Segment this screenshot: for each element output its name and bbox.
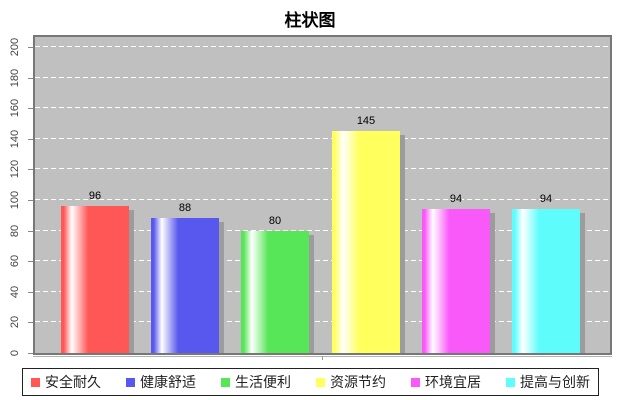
legend-item-提高与创新: 提高与创新 — [506, 372, 590, 392]
legend-item-环境宜居: 环境宜居 — [411, 372, 481, 392]
chart-title: 柱状图 — [284, 11, 336, 30]
gridline-160 — [35, 107, 610, 109]
y-tick-mark-40 — [28, 291, 33, 293]
legend-item-安全耐久: 安全耐久 — [31, 372, 101, 392]
legend: 安全耐久 健康舒适 生活便利 资源节约 环境宜居 提高与创新 — [22, 368, 599, 396]
legend-swatch-icon — [506, 377, 515, 387]
gridline-140 — [35, 137, 610, 139]
bar-资源节约 — [332, 131, 400, 353]
y-tick-mark-100 — [28, 200, 33, 201]
y-tick-mark-60 — [28, 261, 33, 263]
gridline-100 — [35, 199, 610, 200]
y-tick-label-120: 120 — [9, 160, 21, 179]
bar-value-label: 94 — [449, 193, 463, 205]
plot-area: 96 88 80 145 94 94 — [33, 35, 612, 355]
gridline-20 — [35, 321, 610, 323]
legend-label: 环境宜居 — [425, 374, 481, 390]
y-tick-label-0: 0 — [9, 349, 21, 357]
y-tick-mark-80 — [28, 230, 33, 232]
y-tick-mark-200 — [28, 47, 33, 48]
y-tick-mark-160 — [28, 108, 33, 110]
legend-swatch-icon — [221, 377, 230, 387]
y-tick-label-60: 60 — [9, 255, 21, 268]
legend-swatch-icon — [126, 377, 135, 387]
y-tick-label-180: 180 — [9, 68, 21, 87]
gridline-80 — [35, 229, 610, 231]
legend-swatch-icon — [316, 377, 325, 387]
gridline-40 — [35, 290, 610, 292]
bar-value-label: 145 — [356, 115, 376, 127]
y-tick-mark-120 — [28, 169, 33, 171]
legend-item-生活便利: 生活便利 — [221, 372, 291, 392]
legend-swatch-icon — [411, 377, 420, 387]
gridline-60 — [35, 260, 610, 262]
y-tick-mark-140 — [28, 138, 33, 140]
bar-value-label: 88 — [178, 202, 192, 214]
gridline-200 — [35, 46, 610, 47]
bar-生活便利 — [241, 231, 309, 353]
y-tick-label-20: 20 — [9, 316, 21, 329]
y-tick-label-200: 200 — [9, 37, 21, 57]
y-tick-mark-180 — [28, 77, 33, 79]
legend-label: 安全耐久 — [45, 374, 101, 390]
bar-提高与创新 — [512, 209, 580, 353]
gridline-120 — [35, 168, 610, 170]
x-axis-tick — [322, 356, 323, 360]
bar-value-label: 96 — [88, 190, 102, 202]
y-tick-label-140: 140 — [9, 129, 21, 148]
legend-swatch-icon — [31, 377, 40, 387]
legend-label: 提高与创新 — [520, 374, 590, 390]
y-tick-label-80: 80 — [9, 224, 21, 237]
bar-value-label: 80 — [268, 215, 282, 227]
y-tick-mark-0 — [28, 353, 33, 354]
legend-label: 生活便利 — [235, 374, 291, 390]
bar-value-label: 94 — [539, 193, 553, 205]
y-tick-label-160: 160 — [9, 99, 21, 118]
legend-item-健康舒适: 健康舒适 — [126, 372, 196, 392]
y-tick-label-100: 100 — [9, 190, 21, 210]
gridline-180 — [35, 76, 610, 78]
legend-item-资源节约: 资源节约 — [316, 372, 386, 392]
bar-环境宜居 — [422, 209, 490, 353]
y-tick-mark-20 — [28, 322, 33, 324]
legend-label: 资源节约 — [330, 374, 386, 390]
bar-安全耐久 — [61, 206, 129, 353]
bar-健康舒适 — [151, 218, 219, 353]
y-tick-label-40: 40 — [9, 285, 21, 298]
legend-label: 健康舒适 — [140, 374, 196, 390]
